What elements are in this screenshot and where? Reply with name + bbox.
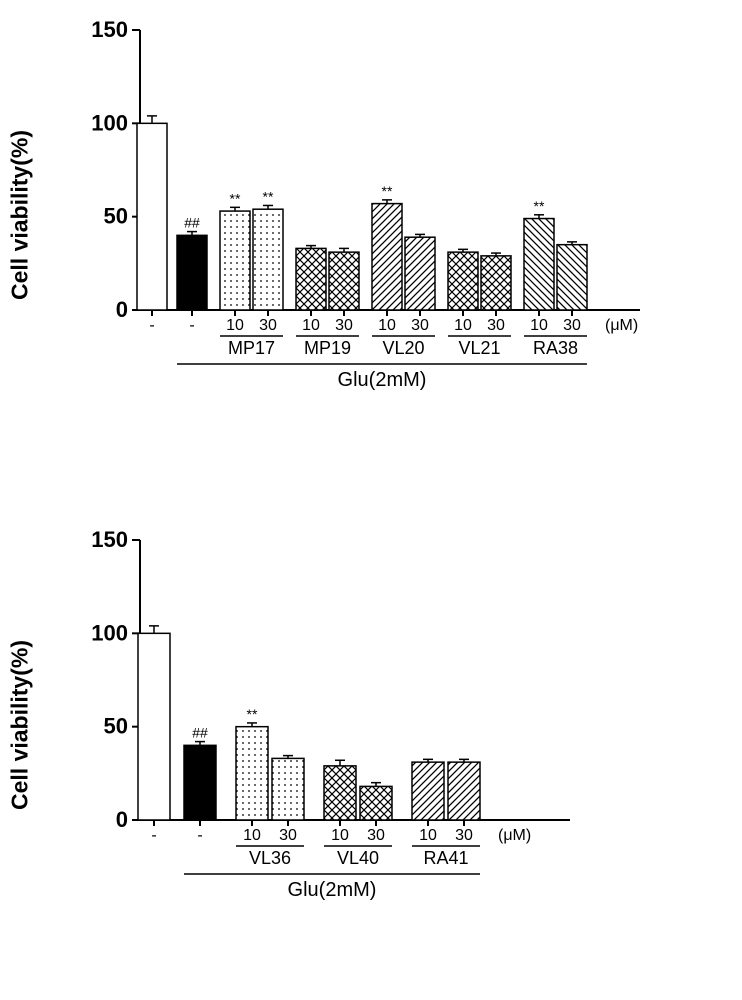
- bar: [481, 256, 511, 310]
- bar: [360, 786, 392, 820]
- bar: [448, 762, 480, 820]
- x-tick-label: -: [149, 317, 154, 334]
- significance-marker: **: [382, 183, 393, 199]
- significance-marker: ##: [192, 725, 208, 741]
- bar: [405, 237, 435, 310]
- bar: [253, 209, 283, 310]
- significance-marker: **: [534, 198, 545, 214]
- chart-svg-1: 0 50 100 150 - ## - ** 10 ** 30 10 30 ** 10 30 10 30 ** 10 3…: [60, 20, 680, 410]
- y-tick-label: 50: [104, 204, 128, 229]
- y-tick-label: 100: [91, 620, 128, 645]
- unit-label: (μM): [498, 827, 531, 844]
- y-tick-label: 0: [116, 807, 128, 832]
- bar: [557, 245, 587, 310]
- y-tick-label: 150: [91, 530, 128, 552]
- y-tick-label: 50: [104, 714, 128, 739]
- chart-svg-2: 0 50 100 150 - ## - ** 10 30 10 30 10 30 VL36 VL40 RA41 (…: [60, 530, 680, 920]
- bar: [236, 727, 268, 820]
- x-tick-label: 10: [302, 317, 320, 334]
- x-tick-label: 30: [411, 317, 429, 334]
- bar: [412, 762, 444, 820]
- significance-marker: **: [247, 706, 258, 722]
- bar: [138, 633, 170, 820]
- bar: [524, 219, 554, 310]
- y-axis-label: Cell viability(%): [7, 130, 34, 300]
- significance-marker: ##: [184, 215, 200, 231]
- x-tick-label: 10: [530, 317, 548, 334]
- x-tick-label: 10: [331, 827, 349, 844]
- bar: [296, 248, 326, 310]
- y-axis-label: Cell viability(%): [7, 640, 34, 810]
- chart-panel-2: Cell viability(%) 050100150-##-**1030103…: [60, 530, 680, 920]
- significance-marker: **: [263, 188, 274, 204]
- y-tick-label: 100: [91, 110, 128, 135]
- x-tick-label: 10: [419, 827, 437, 844]
- x-tick-label: 10: [243, 827, 261, 844]
- x-tick-label: 30: [563, 317, 581, 334]
- bar: [448, 252, 478, 310]
- page: Cell viability(%) 050100150-##-**10**301…: [0, 0, 742, 1000]
- y-tick-label: 150: [91, 20, 128, 42]
- bar: [220, 211, 250, 310]
- group-label: MP19: [304, 338, 351, 358]
- group-label: VL36: [249, 848, 291, 868]
- group-label: RA38: [533, 338, 578, 358]
- x-tick-label: 30: [455, 827, 473, 844]
- bar: [177, 235, 207, 310]
- significance-marker: **: [230, 190, 241, 206]
- x-tick-label: 30: [487, 317, 505, 334]
- y-tick-label: 0: [116, 297, 128, 322]
- group-label: MP17: [228, 338, 275, 358]
- condition-label: Glu(2mM): [338, 369, 427, 391]
- group-label: VL40: [337, 848, 379, 868]
- x-tick-label: 30: [335, 317, 353, 334]
- bar: [372, 204, 402, 310]
- bar: [329, 252, 359, 310]
- bar: [137, 123, 167, 310]
- x-tick-label: 30: [279, 827, 297, 844]
- x-tick-label: 10: [454, 317, 472, 334]
- bar: [324, 766, 356, 820]
- group-label: VL20: [382, 338, 424, 358]
- bar: [184, 745, 216, 820]
- group-label: VL21: [458, 338, 500, 358]
- group-label: RA41: [423, 848, 468, 868]
- x-tick-label: -: [197, 827, 202, 844]
- unit-label: (μM): [605, 317, 638, 334]
- x-tick-label: 30: [259, 317, 277, 334]
- x-tick-label: 30: [367, 827, 385, 844]
- chart-panel-1: Cell viability(%) 050100150-##-**10**301…: [60, 20, 680, 410]
- condition-label: Glu(2mM): [288, 879, 377, 901]
- x-tick-label: 10: [378, 317, 396, 334]
- x-tick-label: -: [151, 827, 156, 844]
- x-tick-label: -: [189, 317, 194, 334]
- x-tick-label: 10: [226, 317, 244, 334]
- bar: [272, 758, 304, 820]
